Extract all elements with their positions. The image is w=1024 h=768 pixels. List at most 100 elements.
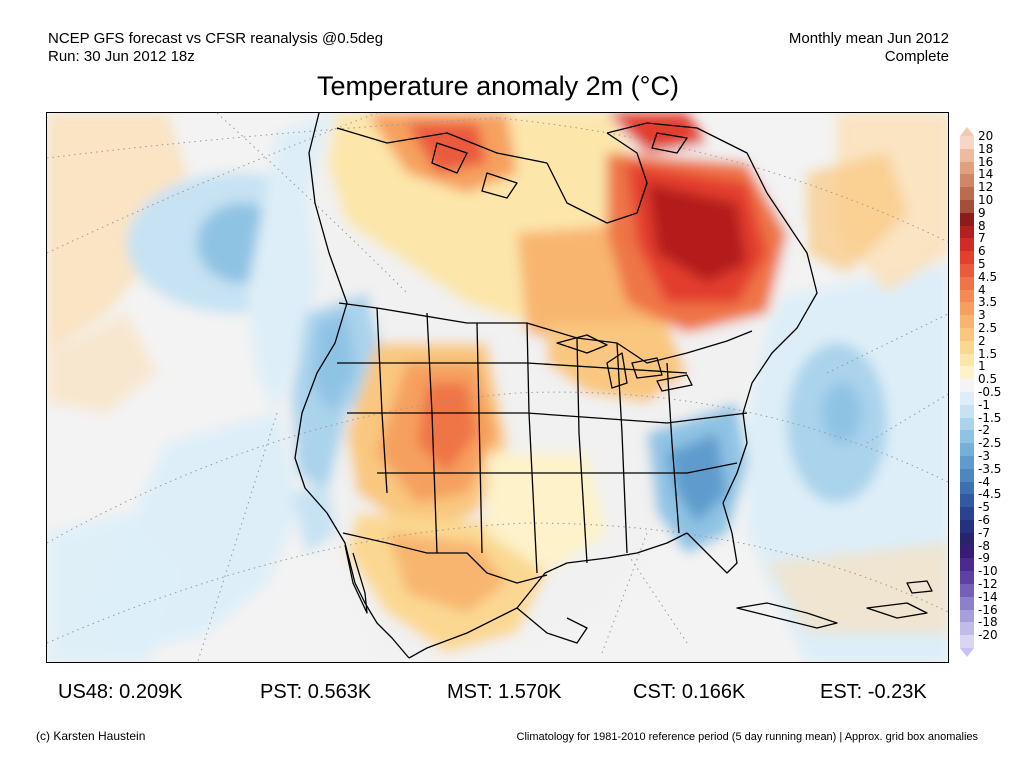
- legend-label: -5: [978, 500, 990, 515]
- legend-swatch: [960, 187, 974, 201]
- stat-mst: MST: 1.570K: [447, 681, 562, 703]
- legend-label: 1.5: [978, 346, 998, 361]
- legend-swatch: [960, 174, 974, 188]
- legend-label: 5: [978, 257, 986, 271]
- legend-label: -20: [978, 628, 998, 643]
- legend-label: -1.5: [978, 410, 1002, 425]
- legend-label: -1: [978, 397, 990, 412]
- legend-swatch: [960, 596, 974, 611]
- legend-swatch: [960, 468, 974, 483]
- legend-label: 10: [978, 193, 994, 207]
- model-description: NCEP GFS forecast vs CFSR reanalysis @0.…: [48, 30, 384, 47]
- legend-label: -6: [978, 513, 990, 527]
- color-legend: 20 18 16 14 12 10 9 8 7 6 5 4.5 4 3.5 3 2.5 2 1.5 1 0.5 -0.5…: [960, 127, 1020, 657]
- period-info: Monthly mean Jun 2012 Complete: [789, 30, 949, 66]
- climatology-note: Climatology for 1981-2010 reference peri…: [516, 731, 978, 743]
- legend-label: -10: [978, 564, 998, 579]
- legend-swatch: [960, 417, 974, 431]
- legend-label: -14: [978, 589, 998, 604]
- legend-label: 6: [978, 244, 986, 259]
- legend-swatch: [960, 494, 974, 508]
- legend-label: 16: [978, 154, 994, 169]
- legend-swatch: [960, 584, 974, 598]
- period-label: Monthly mean Jun 2012: [788, 30, 949, 47]
- run-info: NCEP GFS forecast vs CFSR reanalysis @0.…: [48, 30, 383, 66]
- legend-swatch: [960, 238, 974, 252]
- legend-label: 4.5: [978, 269, 998, 284]
- legend-swatch: [960, 264, 974, 278]
- legend-label: 14: [978, 167, 994, 182]
- legend-label: 12: [978, 180, 994, 195]
- legend-swatch: [960, 481, 974, 495]
- legend-label: -3.5: [978, 461, 1002, 476]
- legend-label: 2.5: [978, 321, 998, 335]
- legend-label: -7: [978, 525, 990, 540]
- legend-label: 9: [978, 205, 986, 220]
- legend-min-arrow: [960, 648, 974, 657]
- legend-swatch: [960, 276, 974, 291]
- map-title: Temperature anomaly 2m (°C): [317, 71, 679, 101]
- legend-label: -18: [978, 615, 998, 630]
- boundaries: [294, 113, 933, 659]
- legend-label: -4.5: [978, 487, 1002, 502]
- legend-swatch: [960, 404, 974, 419]
- legend-swatch: [960, 635, 974, 649]
- legend-swatch: [960, 148, 974, 163]
- legend-label: -2: [978, 423, 990, 438]
- legend-label: -9: [978, 551, 990, 566]
- anomaly-map: [46, 112, 949, 663]
- legend-label: 3: [978, 308, 986, 323]
- anomaly-map-graphic: [47, 113, 948, 662]
- legend-swatch: [960, 379, 974, 393]
- legend-swatch: [960, 251, 974, 265]
- legend-swatch: [960, 456, 974, 470]
- legend-label: -2.5: [978, 436, 1002, 451]
- copyright: (c) Karsten Haustein: [36, 729, 146, 743]
- legend-swatch: [960, 353, 974, 367]
- legend-label: -8: [978, 538, 990, 553]
- legend-swatch: [960, 609, 974, 623]
- legend-swatch: [960, 289, 974, 303]
- period-status: Complete: [884, 48, 949, 65]
- legend-swatch: [960, 545, 974, 559]
- legend-label: 18: [978, 141, 994, 156]
- legend-label: -12: [978, 577, 998, 591]
- stat-cst: CST: 0.166K: [633, 681, 746, 703]
- legend-label: 8: [978, 218, 986, 233]
- legend-swatch: [960, 532, 974, 547]
- legend-label: -4: [978, 474, 990, 489]
- legend-label: 3.5: [978, 295, 998, 310]
- graticule: [47, 113, 948, 662]
- legend-label: 4: [978, 282, 986, 297]
- legend-label: 2: [978, 333, 986, 348]
- legend-label: 1: [978, 359, 986, 374]
- legend-swatch: [960, 315, 974, 329]
- stat-us48: US48: 0.209K: [58, 681, 183, 703]
- legend-swatch: [960, 392, 974, 406]
- legend-swatch: [960, 328, 974, 342]
- legend-swatch: [960, 622, 974, 636]
- legend-label: 0.5: [978, 372, 998, 387]
- legend-swatch: [960, 571, 974, 585]
- legend-label: -16: [978, 602, 998, 617]
- stat-est: EST: -0.23K: [820, 681, 927, 703]
- legend-swatch: [960, 136, 974, 150]
- legend-swatch: [960, 430, 974, 444]
- legend-swatch: [960, 200, 974, 214]
- legend-label: -3: [978, 449, 990, 463]
- legend-swatch: [960, 558, 974, 572]
- legend-label: 7: [978, 231, 986, 246]
- legend-swatch: [960, 340, 974, 355]
- legend-swatch: [960, 212, 974, 227]
- legend-label: -0.5: [978, 385, 1002, 399]
- legend-max-arrow: [960, 127, 974, 136]
- legend-swatch: [960, 302, 974, 316]
- legend-label: 20: [978, 129, 994, 143]
- legend-swatch: [960, 225, 974, 239]
- stat-pst: PST: 0.563K: [260, 681, 372, 703]
- regional-stats: US48: 0.209K PST: 0.563K MST: 1.570K CST…: [0, 680, 1024, 704]
- legend-swatch: [960, 366, 974, 380]
- legend-swatch: [960, 507, 974, 521]
- legend-swatch: [960, 161, 974, 175]
- legend-swatch: [960, 443, 974, 457]
